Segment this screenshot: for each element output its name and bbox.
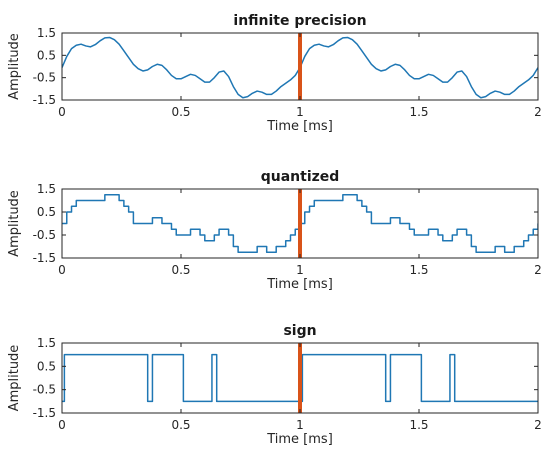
- x-tick-label: 0: [58, 263, 66, 277]
- x-tick-label: 2: [534, 263, 542, 277]
- y-axis-label: Amplitude: [7, 33, 22, 100]
- y-tick-label: -1.5: [33, 93, 56, 107]
- x-tick-label: 1: [296, 105, 304, 119]
- x-axis-label: Time [ms]: [266, 432, 333, 447]
- panel-quantized: 0 0.5 1 1.5 2 -1.5 -0.5 0.5 1.5 quantized Time [ms…: [7, 169, 542, 292]
- y-tick-label: -1.5: [33, 406, 56, 420]
- x-tick-label: 0.5: [171, 418, 190, 432]
- panel-infinite-precision: 0 0.5 1 1.5 2 -1.5 -0.5 0.5 1.5 infinite precisio…: [7, 13, 542, 134]
- x-tick-label: 0: [58, 105, 66, 119]
- y-tick-label: -0.5: [33, 71, 56, 85]
- x-tick-label: 0: [58, 418, 66, 432]
- y-tick-label: -0.5: [33, 383, 56, 397]
- x-tick-label: 2: [534, 105, 542, 119]
- y-tick-label: -0.5: [33, 228, 56, 242]
- y-tick-label: 1.5: [37, 182, 56, 196]
- x-tick-label: 2: [534, 418, 542, 432]
- y-axis-label: Amplitude: [7, 190, 22, 257]
- x-tick-label: 1.5: [409, 418, 428, 432]
- y-axis-label: Amplitude: [7, 345, 22, 412]
- chart-title: infinite precision: [233, 13, 366, 29]
- chart-title: quantized: [261, 169, 340, 185]
- y-tick-label: 1.5: [37, 26, 56, 40]
- y-tick-label: -1.5: [33, 251, 56, 265]
- x-tick-label: 1: [296, 263, 304, 277]
- y-tick-label: 1.5: [37, 336, 56, 350]
- x-tick-label: 1.5: [409, 263, 428, 277]
- chart-title: sign: [283, 323, 316, 339]
- x-tick-label: 0.5: [171, 263, 190, 277]
- x-tick-label: 0.5: [171, 105, 190, 119]
- panel-sign: 0 0.5 1 1.5 2 -1.5 -0.5 0.5 1.5 sign Time [ms] Ampl…: [7, 323, 542, 447]
- x-tick-label: 1: [296, 418, 304, 432]
- y-tick-label: 0.5: [37, 205, 56, 219]
- x-axis-label: Time [ms]: [266, 119, 333, 134]
- y-tick-label: 0.5: [37, 48, 56, 62]
- x-tick-label: 1.5: [409, 105, 428, 119]
- x-axis-label: Time [ms]: [266, 277, 333, 292]
- y-tick-label: 0.5: [37, 359, 56, 373]
